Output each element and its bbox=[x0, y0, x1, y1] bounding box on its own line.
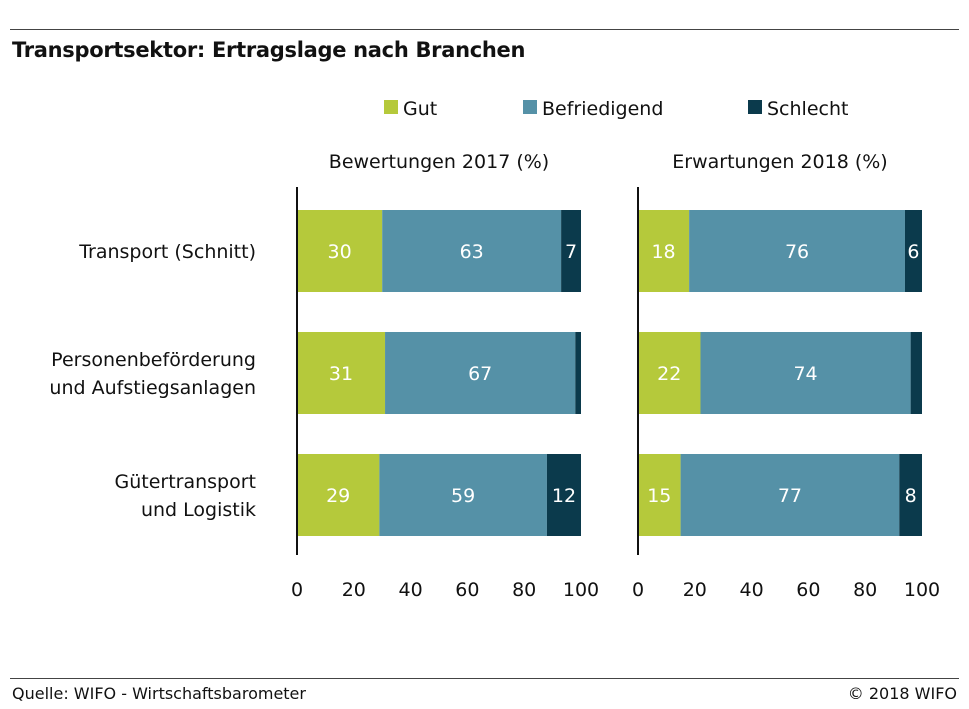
panel-title: Bewertungen 2017 (%) bbox=[329, 151, 549, 173]
bottom-rule bbox=[10, 678, 959, 679]
data-label: 18 bbox=[651, 241, 675, 263]
x-tick-label: 100 bbox=[904, 579, 940, 601]
x-tick-label: 40 bbox=[740, 579, 764, 601]
bar-schlecht bbox=[546, 454, 581, 536]
source-note: Quelle: WIFO - Wirtschaftsbarometer bbox=[12, 684, 306, 703]
data-label: 6 bbox=[907, 241, 919, 263]
legend-swatch-0 bbox=[384, 100, 398, 114]
x-tick-label: 80 bbox=[512, 579, 536, 601]
data-label: 12 bbox=[552, 485, 576, 507]
x-tick-label: 20 bbox=[683, 579, 707, 601]
legend-swatch-2 bbox=[748, 100, 762, 114]
bar-befriedigend bbox=[382, 210, 562, 292]
bar-gut bbox=[638, 210, 690, 292]
bar-schlecht bbox=[575, 332, 581, 414]
bar-schlecht bbox=[910, 332, 922, 414]
bar-schlecht bbox=[561, 210, 581, 292]
panel-title: Erwartungen 2018 (%) bbox=[672, 151, 887, 173]
x-tick-label: 0 bbox=[632, 579, 644, 601]
data-label: 31 bbox=[329, 363, 353, 385]
data-label: 15 bbox=[647, 485, 671, 507]
category-label: und Aufstiegsanlagen bbox=[49, 377, 256, 399]
data-label: 22 bbox=[657, 363, 681, 385]
data-label: 7 bbox=[565, 241, 577, 263]
category-label: Personenbeförderung bbox=[51, 349, 256, 371]
data-label: 8 bbox=[905, 485, 917, 507]
copyright-note: © 2018 WIFO bbox=[847, 684, 957, 703]
top-rule bbox=[10, 29, 959, 30]
data-label: 77 bbox=[778, 485, 802, 507]
category-label: und Logistik bbox=[141, 499, 256, 521]
data-label: 29 bbox=[326, 485, 350, 507]
x-tick-label: 60 bbox=[796, 579, 820, 601]
data-label: 76 bbox=[785, 241, 809, 263]
legend-swatch-1 bbox=[523, 100, 537, 114]
chart-title: Transportsektor: Ertragslage nach Branch… bbox=[12, 38, 526, 62]
data-label: 63 bbox=[460, 241, 484, 263]
bar-gut bbox=[297, 332, 386, 414]
data-label: 67 bbox=[468, 363, 492, 385]
data-label: 59 bbox=[451, 485, 475, 507]
bar-schlecht bbox=[899, 454, 922, 536]
bar-befriedigend bbox=[385, 332, 576, 414]
data-label: 30 bbox=[328, 241, 352, 263]
bar-befriedigend bbox=[379, 454, 547, 536]
bar-gut bbox=[297, 454, 380, 536]
bar-befriedigend bbox=[680, 454, 900, 536]
x-tick-label: 100 bbox=[563, 579, 599, 601]
category-label: Transport (Schnitt) bbox=[78, 241, 256, 263]
legend-label-0: Gut bbox=[403, 98, 437, 120]
legend-label-1: Befriedigend bbox=[542, 98, 663, 120]
bar-gut bbox=[638, 454, 681, 536]
legend-label-2: Schlecht bbox=[767, 98, 848, 120]
bar-befriedigend bbox=[689, 210, 905, 292]
category-label: Gütertransport bbox=[114, 471, 256, 493]
x-tick-label: 60 bbox=[455, 579, 479, 601]
x-tick-label: 40 bbox=[399, 579, 423, 601]
x-tick-label: 80 bbox=[853, 579, 877, 601]
data-label: 74 bbox=[793, 363, 817, 385]
x-tick-label: 0 bbox=[291, 579, 303, 601]
bar-befriedigend bbox=[700, 332, 911, 414]
bar-schlecht bbox=[904, 210, 922, 292]
x-tick-label: 20 bbox=[342, 579, 366, 601]
bar-gut bbox=[297, 210, 383, 292]
bar-gut bbox=[638, 332, 701, 414]
